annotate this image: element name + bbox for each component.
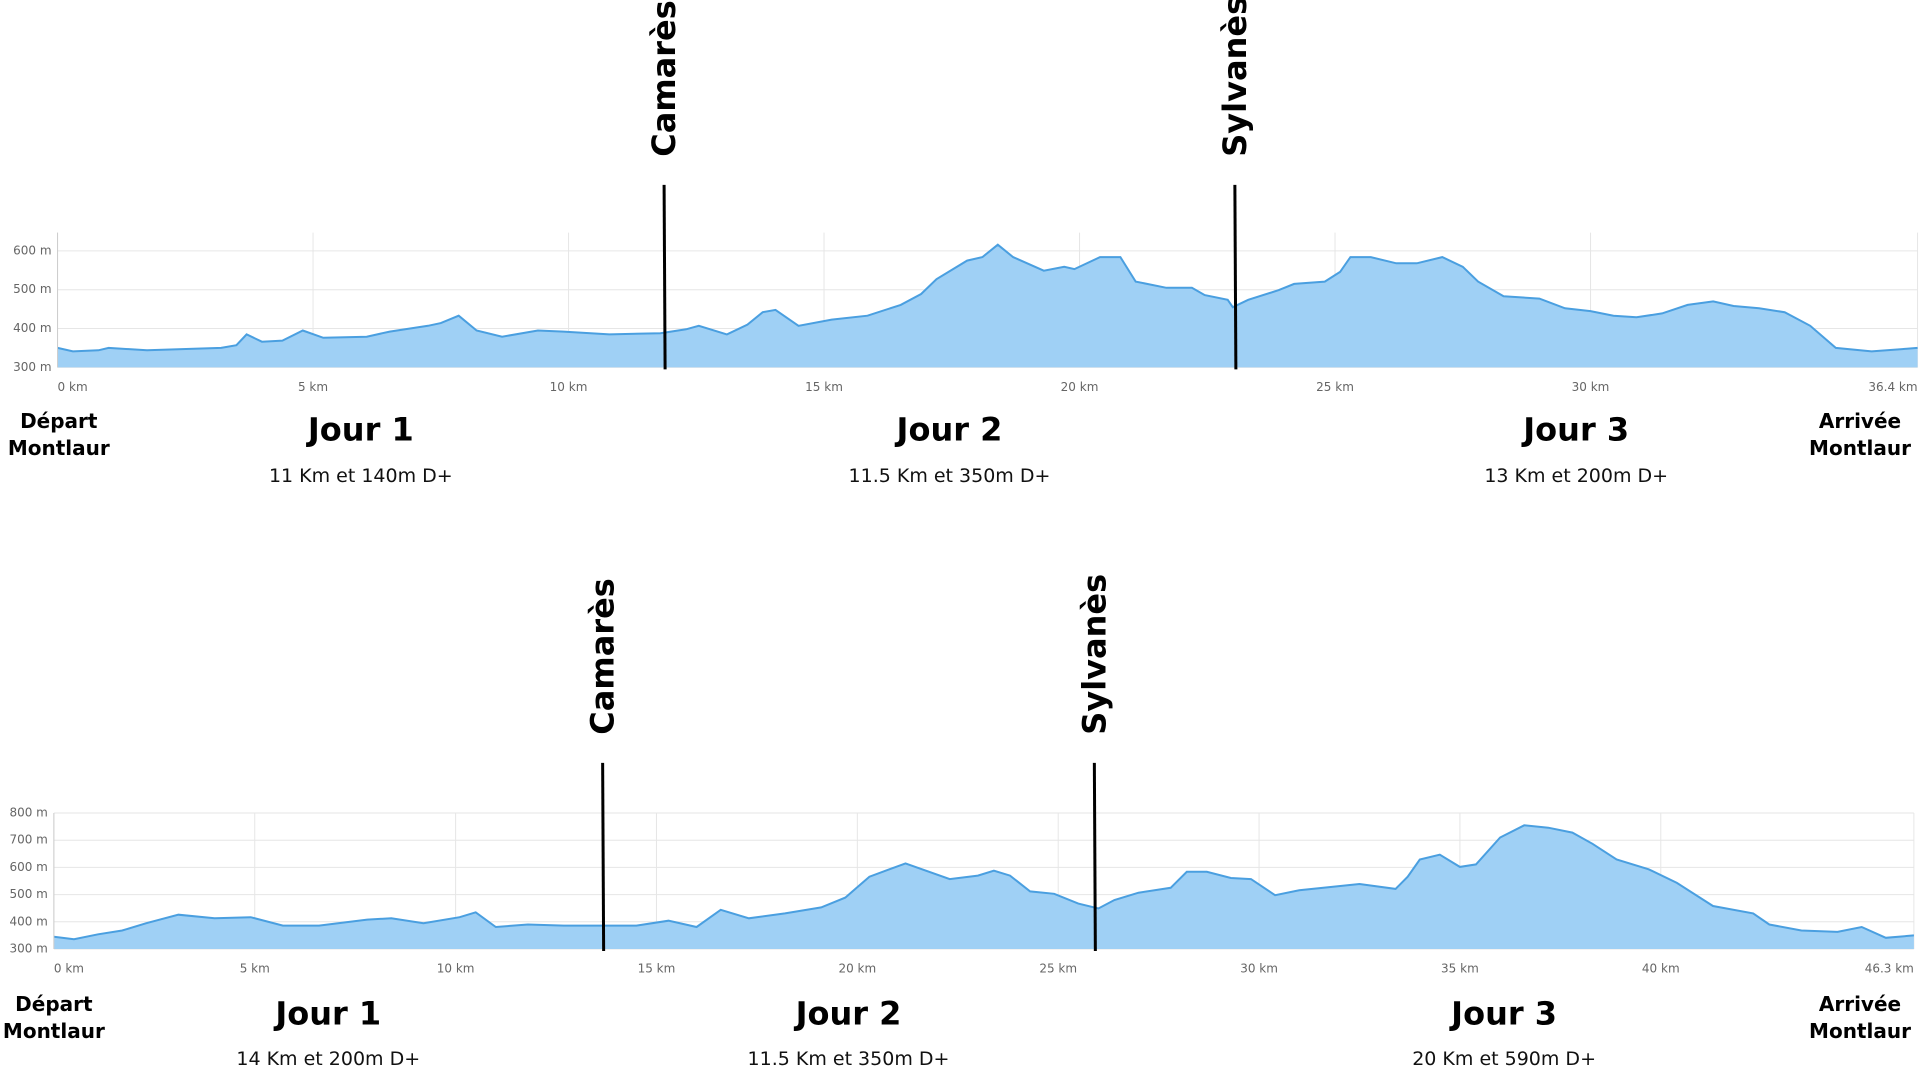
elevation-line xyxy=(57,243,1918,353)
x-tick-label: 25 km xyxy=(1316,380,1354,394)
end-label: Arrivée Montlaur xyxy=(1809,991,1911,1043)
x-tick-label: 10 km xyxy=(550,380,588,394)
marker-label: Camarès xyxy=(584,578,622,735)
marker-label: Sylvanès xyxy=(1075,574,1113,735)
y-tick-label: 600 m xyxy=(9,860,47,874)
stage-subtitle: 11.5 Km et 350m D+ xyxy=(748,1048,950,1070)
x-tick-label: 30 km xyxy=(1572,380,1610,394)
start-label: Départ Montlaur xyxy=(2,991,105,1043)
y-tick-label: 500 m xyxy=(13,282,51,296)
x-tick-label: 0 km xyxy=(58,380,88,394)
stage-title: Jour 2 xyxy=(895,411,1003,449)
x-tick-label: 25 km xyxy=(1039,961,1077,975)
x-tick-label: 20 km xyxy=(1061,380,1099,394)
y-tick-label: 500 m xyxy=(9,887,47,901)
x-tick-label: 40 km xyxy=(1642,961,1680,975)
stage-subtitle: 14 Km et 200m D+ xyxy=(236,1048,420,1070)
marker-label: Sylvanès xyxy=(1216,0,1254,157)
stage-title: Jour 3 xyxy=(1449,995,1557,1033)
x-tick-label: 20 km xyxy=(838,961,876,975)
marker-label: Camarès xyxy=(645,0,683,157)
x-tick-label: 10 km xyxy=(437,961,475,975)
x-tick-label: 46.3 km xyxy=(1865,961,1914,975)
x-tick-label: 36.4 km xyxy=(1868,380,1917,394)
stage-title: Jour 2 xyxy=(794,995,902,1033)
start-label: Départ Montlaur xyxy=(7,408,110,460)
elevation-area xyxy=(57,244,1918,368)
y-tick-label: 300 m xyxy=(13,360,51,374)
y-tick-label: 800 m xyxy=(9,806,47,820)
stage-marker xyxy=(601,762,606,951)
stage-subtitle: 20 Km et 590m D+ xyxy=(1412,1048,1596,1070)
y-tick-label: 400 m xyxy=(9,914,47,928)
stage-title: Jour 1 xyxy=(273,995,381,1033)
y-tick-label: 700 m xyxy=(9,833,47,847)
x-tick-label: 5 km xyxy=(240,961,270,975)
x-tick-label: 5 km xyxy=(298,380,328,394)
x-tick-label: 30 km xyxy=(1240,961,1278,975)
elevation-area xyxy=(53,825,1914,949)
y-tick-label: 600 m xyxy=(13,243,51,257)
stage-marker xyxy=(662,184,667,370)
y-tick-label: 300 m xyxy=(9,941,47,955)
stage-marker xyxy=(1233,184,1238,370)
elevation-line xyxy=(53,824,1914,941)
stage-subtitle: 11 Km et 140m D+ xyxy=(269,465,453,487)
stage-marker xyxy=(1092,762,1097,951)
x-tick-label: 0 km xyxy=(54,961,84,975)
stage-subtitle: 11.5 Km et 350m D+ xyxy=(849,465,1051,487)
stage-subtitle: 13 Km et 200m D+ xyxy=(1484,465,1668,487)
end-label: Arrivée Montlaur xyxy=(1809,408,1911,460)
y-tick-label: 400 m xyxy=(13,321,51,335)
x-tick-label: 35 km xyxy=(1441,961,1479,975)
x-tick-label: 15 km xyxy=(638,961,676,975)
stage-title: Jour 3 xyxy=(1521,411,1629,449)
stage-title: Jour 1 xyxy=(306,411,414,449)
x-tick-label: 15 km xyxy=(805,380,843,394)
